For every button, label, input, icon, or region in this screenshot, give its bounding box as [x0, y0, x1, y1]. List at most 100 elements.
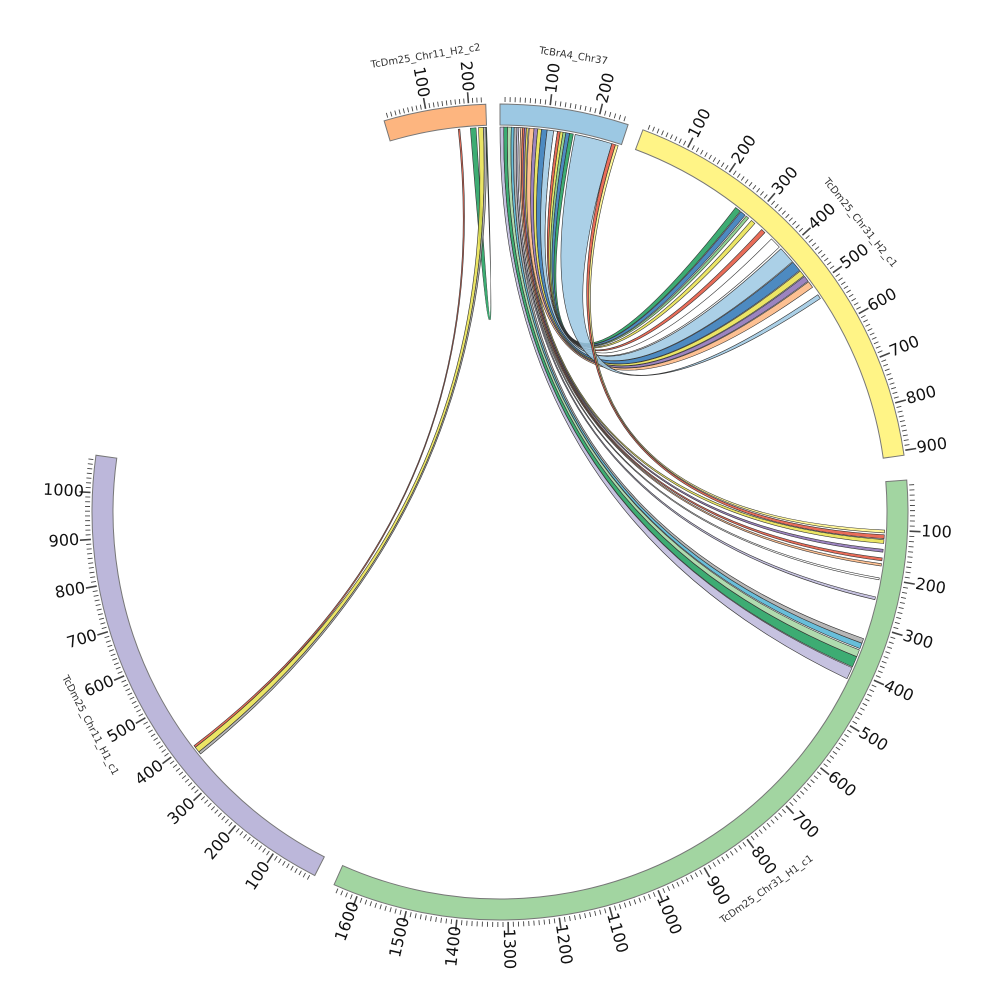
tick-chr11h1-250 [214, 809, 219, 814]
tick-chr11h1-750 [96, 608, 102, 611]
tick-chr31h1-1520 [394, 908, 397, 914]
tick-label-chr11h1-300: 300 [164, 793, 199, 828]
tick-chr31h1-470 [857, 711, 863, 716]
tick-chr31h1-870 [716, 859, 721, 865]
tick-label-chr31h1-700: 700 [788, 807, 823, 842]
tick-chr11h1-200 [227, 824, 237, 835]
tick-chr31h2-400 [801, 227, 812, 236]
tick-chr11h1-150 [250, 839, 255, 845]
tick-brA4-100 [549, 94, 553, 106]
tick-chr11h1-680 [105, 640, 111, 643]
tick-chr31h2-260 [752, 185, 757, 190]
tick-chr31h1-1410 [450, 919, 453, 925]
tick-chr31h1-1110 [604, 908, 607, 914]
links-layer [193, 126, 885, 755]
tick-chr31h1-1140 [589, 911, 592, 918]
tick-chr11h1-280 [204, 799, 209, 804]
tick-label-chr31h1-800: 800 [747, 842, 781, 878]
tick-chr31h2-370 [792, 220, 797, 225]
tick-chr31h2-170 [716, 159, 721, 165]
tick-chr11h1-1060 [87, 463, 93, 465]
tick-chr31h1-680 [792, 798, 798, 803]
tick-chr11h1-530 [133, 705, 139, 709]
tick-chr31h1-1540 [384, 905, 387, 911]
tick-chr31h2-810 [896, 405, 902, 408]
tick-chr31h1-1080 [619, 904, 622, 910]
tick-chr31h1-980 [667, 886, 670, 891]
tick-chr31h1-740 [770, 819, 775, 824]
tick-label-chr31h1-100: 100 [921, 521, 952, 541]
tick-chr31h1-350 [883, 656, 889, 659]
tick-label-chr11h1-700: 700 [64, 625, 99, 652]
tick-chr11h1-170 [243, 834, 247, 839]
tick-chr31h1-200 [903, 581, 915, 585]
tick-label-chr31h2-300: 300 [767, 163, 801, 199]
tick-chr11h1-80 [278, 858, 282, 864]
tick-chr11h2-120 [432, 102, 435, 108]
tick-chr31h1-100 [909, 530, 921, 533]
tick-chr31h1-1050 [633, 899, 637, 905]
tick-chr31h2-190 [724, 165, 729, 170]
tick-brA4-250 [623, 116, 626, 122]
tick-chr11h1-160 [246, 836, 251, 842]
tick-chr31h1-700 [785, 805, 795, 815]
tick-chr31h1-1430 [440, 917, 442, 923]
tick-chr31h1-480 [854, 716, 860, 720]
tick-chr31h1-1580 [364, 899, 368, 905]
tick-chr11h1-140 [254, 842, 259, 848]
tick-chr11h1-350 [181, 775, 187, 780]
tick-chr11h1-720 [100, 622, 106, 625]
tick-chr31h2-250 [748, 182, 753, 187]
tick-chr11h1-800 [85, 585, 97, 589]
tick-chr11h1-820 [90, 576, 96, 579]
tick-chr31h2-180 [720, 162, 725, 168]
tick-chr31h2-100 [687, 137, 694, 148]
tick-chr31h1-840 [729, 850, 734, 856]
tick-chr31h2-480 [826, 261, 832, 266]
tick-chr11h1-230 [221, 815, 226, 821]
tick-chr11h2-110 [428, 103, 431, 109]
tick-chr11h1-370 [175, 767, 181, 772]
tick-chr11h1-30 [298, 870, 302, 876]
tick-chr31h1-1160 [579, 914, 581, 920]
tick-chr11h1-640 [112, 658, 118, 661]
tick-chr31h2-870 [902, 434, 908, 437]
tick-chr31h1-1070 [623, 902, 627, 908]
tick-brA4-120 [559, 101, 562, 107]
tick-chr31h2-590 [856, 306, 861, 310]
tick-chr31h1-620 [813, 775, 819, 780]
tick-chr11h1-450 [153, 737, 159, 741]
tick-label-chr31h2-200: 200 [727, 131, 760, 167]
tick-label-chr11h1-900: 900 [48, 530, 80, 551]
tick-chr11h1-460 [150, 733, 156, 737]
tick-chr31h1-600 [819, 767, 830, 776]
tick-chr31h1-1150 [584, 913, 587, 919]
tick-chr31h2-120 [695, 147, 700, 153]
tick-chr31h2-90 [683, 140, 687, 146]
tick-chr31h2-740 [886, 373, 892, 376]
tick-chr31h2-40 [661, 130, 664, 136]
tick-chr31h1-890 [708, 864, 712, 870]
tick-chr31h1-830 [734, 848, 738, 853]
tick-chr31h1-340 [885, 651, 891, 654]
tick-chr31h2-270 [756, 188, 761, 193]
tick-chr11h1-830 [89, 571, 95, 574]
tick-chr11h1-760 [95, 604, 101, 607]
tick-chr31h2-510 [835, 273, 841, 278]
tick-chr31h2-410 [805, 235, 810, 240]
tick-chr31h1-1000 [657, 889, 664, 901]
tick-label-chr31h1-1300: 1300 [500, 928, 520, 969]
tick-chr31h2-800 [895, 399, 907, 404]
tick-chr31h1-160 [906, 561, 912, 563]
tick-chr31h2-830 [898, 415, 904, 418]
tick-label-chr11h1-100: 100 [241, 858, 274, 894]
tick-chr31h1-1090 [614, 905, 617, 911]
tick-chr31h2-620 [863, 319, 868, 323]
tick-chr31h1-420 [869, 689, 875, 693]
link-brA4-chr31h2-22 [560, 134, 821, 376]
tick-chr11h1-110 [266, 850, 270, 856]
tick-chr31h2-200 [728, 162, 737, 173]
tick-chr31h1-780 [754, 832, 759, 838]
tick-chr11h1-440 [155, 741, 161, 745]
tick-chr31h2-500 [832, 265, 843, 274]
